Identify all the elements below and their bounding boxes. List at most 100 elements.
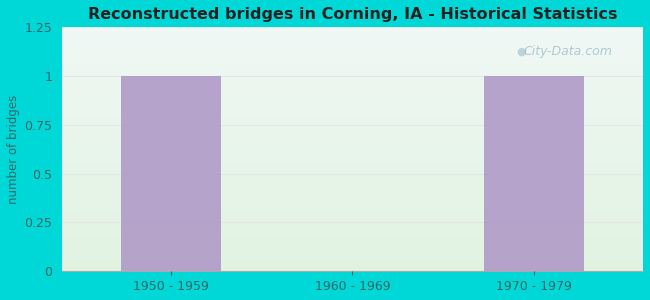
Bar bbox=[62, 76, 643, 77]
Bar bbox=[62, 107, 643, 108]
Bar bbox=[62, 114, 643, 115]
Bar bbox=[62, 259, 643, 260]
Bar bbox=[62, 147, 643, 148]
Bar bbox=[62, 236, 643, 237]
Bar bbox=[62, 128, 643, 129]
Bar bbox=[62, 50, 643, 51]
Bar bbox=[62, 85, 643, 86]
Bar bbox=[62, 238, 643, 239]
Bar bbox=[62, 263, 643, 264]
Bar bbox=[62, 51, 643, 52]
Bar bbox=[62, 219, 643, 220]
Bar bbox=[62, 82, 643, 83]
Bar bbox=[62, 245, 643, 246]
Bar bbox=[62, 208, 643, 209]
Bar bbox=[62, 168, 643, 169]
Bar bbox=[62, 201, 643, 202]
Bar bbox=[62, 105, 643, 106]
Bar bbox=[62, 32, 643, 33]
Bar bbox=[62, 199, 643, 200]
Bar bbox=[62, 39, 643, 40]
Bar bbox=[62, 33, 643, 34]
Bar bbox=[62, 100, 643, 101]
Bar bbox=[62, 36, 643, 37]
Bar bbox=[62, 31, 643, 32]
Bar bbox=[62, 217, 643, 218]
Bar bbox=[62, 37, 643, 38]
Bar bbox=[62, 148, 643, 149]
Bar bbox=[62, 160, 643, 161]
Bar bbox=[62, 238, 643, 239]
Bar bbox=[62, 57, 643, 58]
Bar bbox=[62, 101, 643, 102]
Bar bbox=[62, 180, 643, 181]
Bar bbox=[62, 247, 643, 248]
Bar bbox=[62, 66, 643, 67]
Bar bbox=[62, 55, 643, 56]
Bar bbox=[62, 267, 643, 268]
Bar bbox=[62, 41, 643, 42]
Bar bbox=[62, 75, 643, 76]
Bar bbox=[62, 120, 643, 121]
Bar bbox=[62, 243, 643, 244]
Bar bbox=[62, 102, 643, 103]
Bar bbox=[62, 54, 643, 55]
Bar bbox=[62, 235, 643, 236]
Bar bbox=[62, 49, 643, 50]
Bar bbox=[62, 171, 643, 172]
Bar bbox=[62, 187, 643, 188]
Bar bbox=[62, 134, 643, 135]
Bar bbox=[62, 145, 643, 146]
Bar bbox=[62, 237, 643, 238]
Bar bbox=[62, 27, 643, 28]
Bar bbox=[62, 91, 643, 92]
Bar bbox=[121, 76, 221, 271]
Bar bbox=[62, 229, 643, 230]
Bar bbox=[62, 123, 643, 124]
Bar bbox=[62, 240, 643, 241]
Bar bbox=[62, 63, 643, 64]
Bar bbox=[62, 138, 643, 139]
Bar bbox=[62, 194, 643, 195]
Text: ●: ● bbox=[516, 47, 526, 57]
Text: City-Data.com: City-Data.com bbox=[523, 45, 612, 58]
Bar bbox=[62, 191, 643, 192]
Bar bbox=[62, 221, 643, 222]
Bar bbox=[62, 195, 643, 196]
Bar bbox=[62, 141, 643, 142]
Bar bbox=[62, 113, 643, 114]
Bar bbox=[62, 52, 643, 53]
Bar bbox=[62, 184, 643, 185]
Bar bbox=[62, 170, 643, 171]
Bar bbox=[62, 169, 643, 170]
Bar bbox=[62, 80, 643, 81]
Bar bbox=[62, 143, 643, 144]
Bar bbox=[62, 136, 643, 137]
Bar bbox=[62, 74, 643, 75]
Bar bbox=[62, 162, 643, 163]
Bar bbox=[62, 177, 643, 178]
Bar bbox=[62, 151, 643, 152]
Bar bbox=[62, 167, 643, 168]
Bar bbox=[62, 173, 643, 174]
Bar bbox=[62, 265, 643, 266]
Bar bbox=[62, 188, 643, 189]
Bar bbox=[62, 125, 643, 126]
Bar bbox=[62, 246, 643, 247]
Bar bbox=[62, 253, 643, 254]
Bar bbox=[62, 118, 643, 119]
Bar bbox=[62, 81, 643, 82]
Bar bbox=[62, 124, 643, 125]
Bar bbox=[62, 88, 643, 89]
Bar bbox=[62, 159, 643, 160]
Bar bbox=[62, 176, 643, 177]
Bar bbox=[62, 112, 643, 113]
Bar bbox=[62, 224, 643, 225]
Bar bbox=[62, 29, 643, 30]
Bar bbox=[62, 231, 643, 232]
Bar bbox=[62, 117, 643, 118]
Bar bbox=[62, 222, 643, 223]
Bar bbox=[62, 256, 643, 257]
Bar bbox=[62, 211, 643, 212]
Bar bbox=[62, 204, 643, 205]
